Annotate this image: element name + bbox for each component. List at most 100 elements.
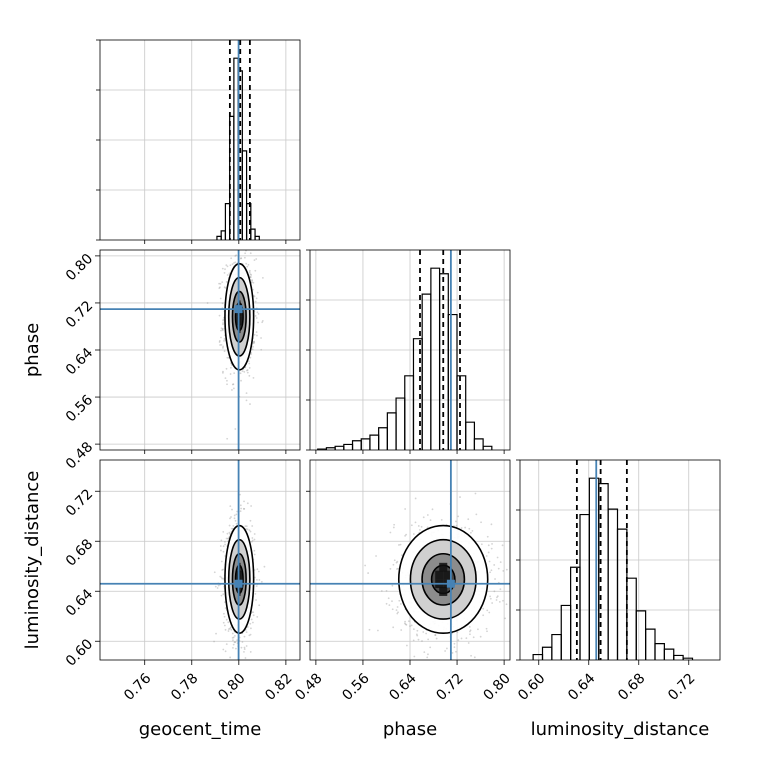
sample-point	[482, 607, 485, 610]
histogram-bar	[607, 508, 619, 660]
sample-point	[502, 570, 505, 572]
sample-point	[240, 646, 243, 649]
sample-point	[482, 614, 485, 617]
sample-point	[496, 596, 498, 599]
sample-point	[468, 625, 471, 628]
sample-point	[416, 629, 419, 632]
sample-point	[251, 537, 254, 539]
sample-point	[434, 634, 437, 636]
sample-point	[241, 370, 244, 373]
sample-point	[234, 641, 237, 644]
sample-point	[213, 640, 215, 643]
sample-point	[417, 638, 420, 641]
sample-point	[234, 261, 237, 264]
histogram-bar	[588, 477, 600, 660]
sample-point	[251, 611, 253, 614]
sample-point	[496, 595, 499, 598]
sample-point	[252, 345, 254, 348]
sample-point	[469, 630, 471, 633]
histogram-bar	[421, 293, 432, 450]
sample-point	[219, 344, 221, 346]
histogram-bar	[663, 648, 675, 660]
sample-point	[480, 543, 483, 546]
x-tick-label: 0.78	[168, 670, 201, 703]
sample-point	[225, 264, 228, 267]
sample-point	[220, 327, 223, 330]
x-axis-label-luminosity_distance: luminosity_distance	[531, 719, 710, 740]
sample-point	[223, 350, 226, 353]
sample-point	[243, 648, 246, 650]
sample-point	[395, 609, 398, 612]
sample-point	[214, 585, 217, 588]
sample-point	[474, 492, 477, 495]
sample-point	[236, 510, 239, 513]
histogram-bar	[616, 528, 628, 660]
sample-point	[229, 517, 231, 520]
sample-point	[224, 607, 227, 609]
y-tick-label: 0.64	[63, 345, 96, 378]
sample-point	[469, 531, 472, 534]
sample-point	[250, 540, 253, 543]
sample-point	[254, 300, 257, 303]
sample-point	[231, 632, 234, 635]
sample-point	[505, 603, 508, 606]
sample-point	[471, 529, 474, 532]
sample-point	[223, 271, 226, 274]
sample-point	[234, 519, 237, 522]
histogram-phase	[317, 267, 493, 450]
sample-point	[221, 267, 224, 270]
sample-point	[246, 369, 248, 372]
sample-point	[398, 544, 400, 546]
sample-point	[467, 518, 470, 521]
sample-point	[380, 590, 383, 592]
sample-point	[245, 399, 248, 402]
sample-point	[249, 530, 252, 533]
sample-point	[475, 513, 478, 516]
sample-point	[252, 621, 254, 624]
sample-point	[255, 297, 258, 300]
joint-plot-area	[100, 250, 300, 450]
sample-point	[228, 272, 231, 275]
sample-point	[240, 379, 242, 382]
sample-point	[234, 255, 237, 257]
sample-point	[217, 584, 220, 587]
sample-point	[250, 281, 253, 284]
histogram-bar	[682, 657, 694, 660]
sample-point	[226, 383, 228, 386]
sample-point	[230, 516, 232, 518]
sample-point	[219, 297, 222, 300]
sample-point	[409, 625, 411, 627]
histogram-bar	[482, 445, 493, 450]
truth-marker	[234, 579, 243, 588]
sample-point	[427, 638, 430, 641]
sample-point	[220, 594, 223, 597]
sample-point	[445, 647, 448, 650]
sample-point	[224, 601, 226, 604]
sample-point	[232, 643, 235, 646]
sample-point	[490, 547, 493, 550]
sample-point	[405, 533, 408, 536]
histogram-bar	[404, 375, 415, 450]
sample-point	[249, 276, 252, 278]
sample-point	[243, 500, 245, 503]
sample-point	[222, 370, 224, 373]
sample-point	[434, 634, 437, 636]
sample-point	[235, 254, 238, 257]
histogram-bar	[635, 610, 647, 660]
sample-point	[486, 630, 488, 633]
sample-point	[251, 279, 253, 281]
sample-point	[498, 600, 501, 603]
sample-point	[364, 564, 367, 567]
sample-point	[248, 374, 251, 377]
x-tick-label: 0.64	[565, 670, 598, 703]
sample-point	[222, 346, 224, 349]
histogram-bar	[645, 628, 656, 660]
histogram-bar	[241, 150, 248, 240]
sample-point	[248, 362, 251, 365]
sample-point	[396, 606, 399, 608]
sample-point	[417, 525, 420, 527]
sample-point	[257, 321, 259, 324]
sample-point	[222, 318, 225, 321]
sample-point	[246, 371, 249, 374]
sample-point	[256, 615, 259, 618]
